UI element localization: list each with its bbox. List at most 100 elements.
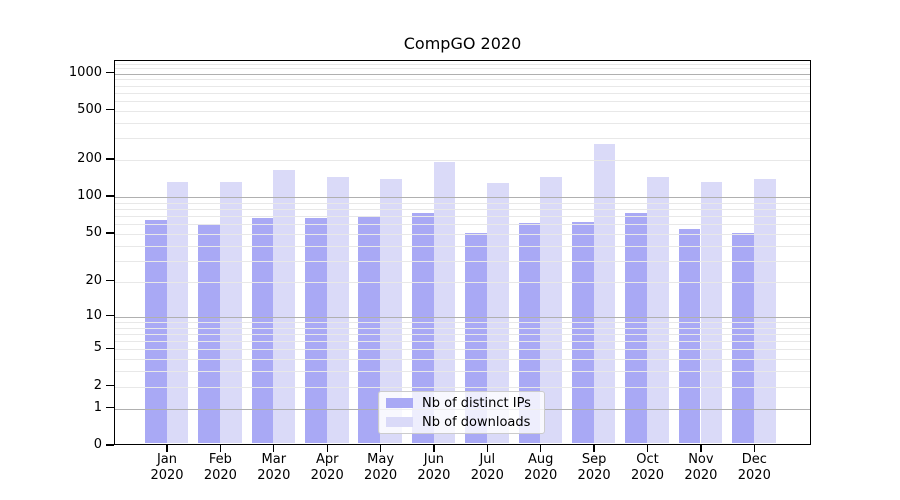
gridline-major	[115, 197, 810, 199]
y-tick-label: 5	[93, 340, 102, 356]
bar-downloads	[753, 178, 776, 444]
gridline-minor	[115, 260, 810, 262]
legend-item: Nb of downloads	[386, 415, 544, 430]
bar-downloads	[486, 183, 509, 444]
y-tick-mark	[106, 71, 114, 74]
y-tick-label: 100	[77, 188, 102, 204]
gridline-minor	[115, 209, 810, 210]
y-tick-mark	[106, 280, 114, 282]
x-tick-mark	[593, 445, 595, 452]
y-tick-mark	[106, 232, 114, 234]
y-tick-label: 10	[85, 307, 102, 323]
bar-distinct-ips	[144, 220, 167, 444]
bar-distinct-ips	[732, 232, 754, 444]
bar-downloads	[593, 143, 616, 444]
gridline-minor	[115, 101, 810, 102]
x-tick-mark	[753, 445, 755, 452]
gridline-minor	[115, 359, 810, 361]
bar-downloads	[700, 181, 723, 444]
bar-distinct-ips	[358, 216, 381, 444]
legend-item: Nb of distinct IPs	[386, 396, 544, 411]
gridline-minor	[115, 245, 810, 247]
y-tick-label: 200	[77, 151, 102, 166]
gridline-major	[115, 73, 810, 75]
y-tick-label: 1	[93, 399, 102, 415]
y-tick-mark	[106, 347, 114, 350]
x-tick-label: Aug 2020	[524, 452, 558, 483]
x-tick-mark	[379, 445, 382, 452]
gridline-minor	[115, 386, 810, 388]
x-tick-mark	[326, 445, 328, 452]
bar-downloads	[540, 176, 563, 444]
gridline-minor	[115, 333, 810, 335]
bar-downloads	[433, 161, 456, 444]
gridline-minor	[115, 202, 810, 204]
gridline-minor	[115, 281, 810, 283]
bar-downloads	[220, 181, 242, 444]
gridline-minor	[115, 234, 810, 235]
y-tick-mark	[106, 315, 114, 317]
x-tick-label: Jan 2020	[150, 452, 184, 483]
x-tick-mark	[219, 445, 222, 452]
gridline-minor	[115, 85, 810, 87]
y-tick-label: 20	[85, 272, 102, 288]
y-tick-label: 2	[93, 377, 102, 393]
bar-distinct-ips	[518, 223, 541, 444]
x-tick-label: May 2020	[364, 452, 398, 483]
y-tick-label: 1000	[68, 64, 102, 80]
legend: Nb of distinct IPs Nb of downloads	[378, 391, 545, 434]
gridline-minor	[115, 138, 810, 140]
gridline-minor	[115, 371, 810, 373]
gridline-minor	[115, 122, 810, 124]
x-tick-mark	[486, 445, 488, 452]
y-tick-label: 50	[85, 225, 102, 240]
gridline-minor	[115, 216, 810, 218]
x-tick-label: Jul 2020	[470, 452, 504, 483]
x-tick-mark	[273, 445, 275, 452]
plot-area	[114, 60, 811, 445]
x-tick-label: Dec 2020	[737, 452, 771, 483]
x-tick-label: Mar 2020	[257, 452, 291, 483]
gridline-minor	[115, 349, 810, 351]
gridline-minor	[115, 341, 810, 343]
bar-downloads	[273, 170, 296, 444]
y-tick-mark	[106, 109, 114, 111]
gridline-minor	[115, 79, 810, 81]
gridline-minor	[115, 327, 810, 329]
legend-swatch	[386, 417, 413, 427]
x-tick-label: Feb 2020	[203, 452, 237, 483]
x-tick-mark	[540, 445, 542, 452]
gridline-minor	[115, 110, 810, 112]
gridline-minor	[115, 160, 810, 161]
legend-swatch	[386, 398, 413, 408]
gridline-minor	[115, 92, 810, 94]
y-tick-mark	[106, 444, 114, 446]
x-tick-label: Oct 2020	[630, 452, 665, 483]
gridline-major	[115, 316, 810, 318]
bar-downloads	[326, 177, 349, 444]
bar-distinct-ips	[465, 232, 487, 444]
gridline-minor	[115, 321, 810, 323]
bar-distinct-ips	[198, 224, 220, 444]
x-tick-mark	[646, 445, 649, 452]
gridline-minor	[115, 63, 810, 65]
y-tick-label: 500	[77, 101, 102, 117]
bar-downloads	[380, 178, 402, 444]
chart-title: CompGO 2020	[403, 34, 522, 53]
y-tick-mark	[106, 406, 114, 409]
x-tick-label: Nov 2020	[684, 452, 718, 483]
bar-downloads	[166, 181, 189, 444]
gridline-minor	[115, 68, 810, 70]
x-tick-mark	[166, 445, 168, 452]
x-tick-label: Apr 2020	[310, 452, 344, 483]
bar-downloads	[647, 176, 669, 444]
y-tick-mark	[106, 385, 114, 387]
legend-label: Nb of downloads	[422, 414, 531, 430]
x-tick-label: Jun 2020	[417, 452, 451, 483]
x-tick-mark	[700, 445, 702, 452]
x-tick-label: Sep 2020	[577, 452, 611, 483]
y-tick-mark	[106, 195, 114, 197]
y-tick-mark	[106, 158, 114, 160]
x-tick-mark	[433, 445, 435, 452]
